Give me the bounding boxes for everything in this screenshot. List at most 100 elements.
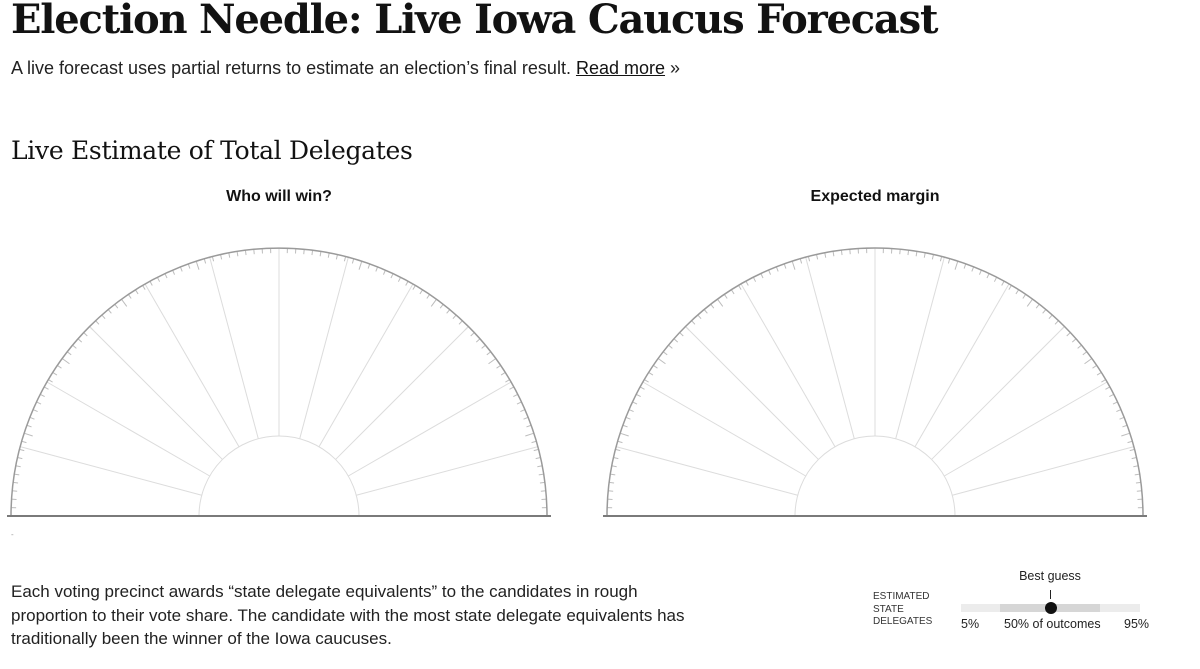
- legend-mid-label: 50% of outcomes: [1004, 617, 1101, 631]
- margin-gauge-rim-tick: [931, 254, 934, 260]
- margin-gauge-rim-tick: [673, 338, 679, 343]
- margin-gauge-rim-tick: [657, 358, 666, 365]
- win-gauge-rim-tick: [475, 338, 481, 343]
- margin-gauge-rim-tick: [840, 250, 843, 256]
- margin-gauge-rim-tick: [1133, 465, 1139, 468]
- win-gauge-rim-tick: [127, 294, 132, 299]
- win-gauge-rim-tick: [17, 457, 23, 460]
- margin-gauge-spoke: [931, 326, 1065, 460]
- win-gauge-rim-tick: [21, 440, 27, 444]
- win-gauge-rim-tick: [26, 424, 32, 428]
- win-gauge-rim-tick: [19, 448, 25, 452]
- win-gauge-rim-tick: [486, 351, 492, 356]
- win-gauge-spoke: [144, 283, 240, 447]
- who-will-win-gauge: [7, 247, 551, 517]
- margin-gauge-rim-tick: [635, 393, 641, 398]
- margin-gauge-rim-tick: [625, 416, 631, 420]
- win-gauge-rim-tick: [114, 303, 119, 309]
- margin-gauge-rim-tick: [1092, 364, 1097, 369]
- read-more-arrow: »: [670, 58, 681, 78]
- expected-margin-title: Expected margin: [810, 188, 940, 205]
- win-gauge-rim-tick: [311, 250, 314, 256]
- win-gauge-rim-tick: [211, 256, 215, 262]
- win-gauge-rim-tick: [134, 289, 139, 295]
- margin-gauge-spoke: [952, 446, 1134, 496]
- expected-margin-gauge: [603, 247, 1147, 517]
- win-gauge-rim-tick: [43, 386, 49, 390]
- win-gauge-rim-tick: [367, 263, 371, 269]
- margin-gauge-rim-tick: [710, 303, 715, 309]
- margin-gauge-rim-tick: [615, 448, 621, 452]
- win-gauge-spoke: [20, 446, 202, 496]
- margin-gauge-rim-tick: [648, 371, 654, 376]
- margin-gauge-spoke: [616, 446, 798, 496]
- margin-gauge-rim-tick: [791, 260, 796, 270]
- read-more-link[interactable]: Read more: [575, 58, 666, 78]
- section-title: Live Estimate of Total Delegates: [11, 136, 413, 165]
- margin-gauge-rim-tick: [1084, 358, 1093, 365]
- margin-gauge-rim-tick: [697, 314, 702, 320]
- win-gauge-rim-tick: [121, 298, 128, 307]
- margin-gauge-outer-arc: [606, 247, 1144, 517]
- margin-gauge-hub-arc: [794, 435, 956, 517]
- margin-gauge-rim-tick: [723, 294, 728, 299]
- win-gauge-rim-tick: [397, 276, 402, 282]
- margin-gauge-rim-tick: [1109, 393, 1115, 398]
- margin-gauge-rim-tick: [963, 263, 967, 269]
- margin-gauge-rim-tick: [993, 276, 998, 282]
- margin-gauge-rim-tick: [1119, 416, 1125, 420]
- win-gauge-rim-tick: [14, 473, 20, 476]
- margin-gauge-rim-tick: [1077, 344, 1082, 349]
- win-gauge-rim-tick: [520, 409, 526, 413]
- win-gauge-rim-tick: [48, 379, 53, 383]
- win-gauge-rim-tick: [15, 465, 21, 468]
- win-gauge-rim-tick: [516, 401, 522, 405]
- win-gauge-rim-tick: [458, 320, 463, 325]
- margin-gauge-rim-tick: [1121, 432, 1131, 437]
- margin-gauge-rim-tick: [1101, 379, 1106, 383]
- win-gauge-rim-tick: [83, 332, 88, 337]
- win-gauge-spoke: [299, 257, 349, 439]
- win-gauge-rim-tick: [452, 314, 457, 320]
- win-gauge-rim-tick: [187, 263, 191, 269]
- win-gauge-spoke: [209, 257, 259, 439]
- margin-gauge-rim-tick: [783, 263, 787, 269]
- win-gauge-spoke: [89, 326, 223, 460]
- margin-gauge-rim-tick: [1071, 338, 1077, 343]
- margin-gauge-rim-tick: [639, 386, 645, 390]
- win-gauge-rim-tick: [39, 393, 45, 398]
- margin-gauge-rim-tick: [1122, 424, 1128, 428]
- margin-gauge-rim-tick: [807, 256, 811, 262]
- win-gauge-rim-tick: [32, 409, 38, 413]
- explainer-text: Each voting precinct awards “state deleg…: [11, 582, 685, 648]
- margin-gauge-rim-tick: [1096, 371, 1102, 376]
- win-gauge-rim-tick: [419, 289, 424, 295]
- margin-gauge-rim-tick: [1042, 309, 1047, 314]
- win-gauge-rim-tick: [439, 303, 444, 309]
- legend-label: Estimated state delegates: [873, 591, 933, 627]
- win-gauge-spoke: [335, 326, 469, 460]
- win-gauge-rim-tick: [142, 285, 146, 290]
- win-gauge-rim-tick: [228, 252, 231, 258]
- margin-gauge-rim-tick: [816, 254, 819, 260]
- margin-gauge-rim-tick: [653, 364, 658, 369]
- margin-gauge-rim-tick: [617, 440, 623, 444]
- margin-gauge-rim-tick: [1066, 332, 1071, 337]
- win-gauge-rim-tick: [509, 386, 515, 390]
- win-gauge-rim-tick: [107, 309, 112, 314]
- margin-gauge-rim-tick: [611, 465, 617, 468]
- margin-gauge-rim-tick: [609, 481, 615, 484]
- win-gauge-rim-tick: [533, 448, 539, 452]
- win-gauge-rim-tick: [77, 338, 83, 343]
- margin-gauge-rim-tick: [632, 401, 638, 405]
- margin-gauge-rim-tick: [939, 256, 943, 262]
- dek-text: A live forecast uses partial returns to …: [11, 58, 571, 78]
- legend-best-guess-tick: [1050, 590, 1051, 599]
- win-gauge-rim-tick: [539, 481, 545, 484]
- win-gauge-rim-tick: [335, 254, 338, 260]
- margin-gauge-rim-tick: [954, 260, 959, 270]
- margin-gauge-rim-tick: [1082, 351, 1088, 356]
- margin-gauge-rim-tick: [824, 252, 827, 258]
- margin-gauge-rim-tick: [644, 379, 649, 383]
- margin-gauge-rim-tick: [1134, 473, 1140, 476]
